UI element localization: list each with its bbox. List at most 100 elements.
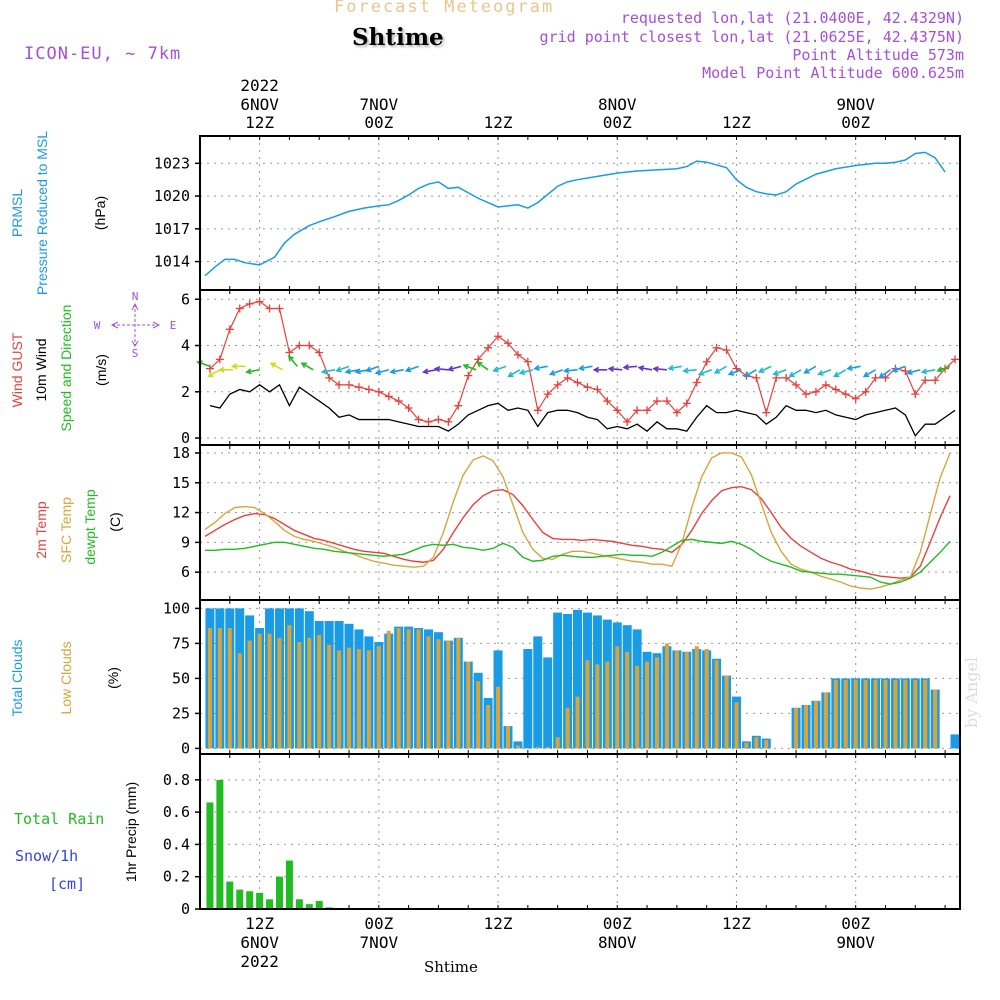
low-clouds-bar	[694, 646, 699, 749]
rain-bar	[246, 891, 254, 909]
wind-direction-arrow	[728, 369, 742, 376]
wind-direction-arrowhead	[788, 371, 795, 378]
wind-direction-arrowhead	[743, 371, 751, 378]
y-tick-label: 6	[181, 290, 190, 308]
wind-direction-arrowhead	[389, 368, 396, 375]
wind-direction-arrowhead	[713, 368, 721, 374]
y-tick-label: 0	[181, 900, 190, 918]
wind-direction-arrow	[683, 369, 697, 372]
wind-direction-arrowhead	[577, 364, 585, 371]
low-clouds-bar	[307, 637, 312, 749]
total-clouds-bar	[563, 614, 573, 749]
low-clouds-bar	[794, 707, 799, 749]
wind-gust-marker	[503, 339, 512, 348]
low-clouds-bar	[714, 660, 719, 749]
wind-direction-arrow	[668, 365, 682, 370]
wind-gust-marker	[802, 390, 811, 399]
low-clouds-bar	[843, 679, 848, 749]
wind-direction-arrowhead	[231, 363, 238, 370]
wind-gust-marker	[374, 387, 383, 396]
total-clouds-bar	[523, 649, 533, 749]
wind-gust-marker	[553, 380, 562, 389]
wind-direction-arrowhead	[269, 362, 277, 368]
low-clouds-bar	[267, 633, 272, 749]
wind-direction-arrowhead	[320, 368, 328, 375]
y-tick-label: 0	[181, 429, 190, 447]
wind-gust-marker	[583, 383, 592, 392]
bottom-axis-date-label: 6NOV	[240, 933, 279, 952]
wind-direction-arrow	[448, 365, 462, 371]
wind-direction-arrow	[847, 365, 861, 370]
y-tick-label: 50	[172, 669, 190, 687]
low-clouds-bar	[883, 679, 888, 749]
wind-direction-arrow	[699, 369, 712, 376]
wind-direction-arrowhead	[354, 368, 362, 375]
wind-gust-marker	[951, 355, 960, 364]
low-clouds-bar	[933, 689, 938, 749]
wind-gust-marker	[762, 408, 771, 417]
low-clouds-bar	[486, 705, 491, 749]
top-axis-hour-label: 12Z	[245, 113, 274, 132]
snow-unit-label: [cm]	[49, 875, 85, 893]
bottom-axis-date-label: 8NOV	[598, 933, 637, 952]
wind-direction-arrowhead	[817, 369, 824, 376]
low-clouds-bar	[207, 628, 212, 749]
wind-direction-arrowhead	[287, 355, 294, 362]
rain-bar	[305, 904, 313, 909]
wind-gust-marker	[335, 380, 344, 389]
wind-gust-marker	[782, 373, 791, 382]
low-clouds-bar	[804, 705, 809, 749]
wind-gust-marker	[662, 397, 671, 406]
y-tick-label: 0.8	[163, 771, 190, 789]
chart-subtitle: Forecast Meteogram	[334, 0, 555, 17]
wind-direction-arrow	[907, 369, 921, 374]
model-label: ICON-EU, ~ 7km	[24, 44, 182, 64]
wind-gust-label: Wind GUST	[9, 332, 25, 407]
top-axis-hour-label: 12Z	[722, 113, 751, 132]
low-clouds-bar	[744, 742, 749, 749]
clouds-unit-label: (%)	[105, 667, 121, 689]
snow-label: Snow/1h	[15, 847, 78, 865]
temp-unit-label: (C)	[107, 512, 123, 531]
wind-gust-marker	[494, 332, 503, 341]
wind-direction-arrow	[270, 362, 283, 371]
bottom-axis-year-label: 2022	[240, 952, 279, 971]
low-clouds-bar	[366, 650, 371, 749]
low-clouds-bar	[237, 653, 242, 749]
footer-station-label: Shtime	[424, 958, 478, 976]
wind-direction-arrow	[879, 369, 891, 378]
low-clouds-bar	[446, 640, 451, 749]
low-clouds-bar	[664, 643, 669, 749]
panel-pressure: 1014 1017 1020 1023	[154, 136, 960, 290]
wind-gust-marker	[345, 380, 354, 389]
wind-gust-marker	[831, 385, 840, 394]
low-clouds-bar	[635, 665, 640, 749]
wind-gust-marker	[811, 387, 820, 396]
wind-direction-arrow	[759, 365, 772, 373]
wind-direction-arrow	[804, 365, 817, 374]
low-clouds-bar	[704, 649, 709, 749]
wind-direction-label: Speed and Direction	[58, 305, 74, 432]
low-clouds-bar	[505, 726, 510, 749]
low-clouds-bar	[893, 679, 898, 749]
low-clouds-bar	[833, 679, 838, 749]
wind-gust-marker	[881, 373, 890, 382]
wind-direction-arrow	[336, 365, 350, 372]
wind-gust-marker	[364, 385, 373, 394]
low-clouds-bar	[734, 702, 739, 749]
low-clouds-bar	[277, 637, 282, 749]
rain-bar	[206, 802, 214, 909]
wind-gust-marker	[921, 376, 930, 385]
bottom-axis-hour-label: 12Z	[245, 914, 274, 933]
wind-gust-marker	[603, 397, 612, 406]
wind-direction-arrowhead	[936, 366, 943, 373]
top-axis-hour-label: 12Z	[484, 113, 513, 132]
low-clouds-bar	[724, 675, 729, 749]
compass-east: E	[170, 319, 177, 332]
low-clouds-bar	[436, 639, 441, 749]
total-clouds-bar	[533, 636, 543, 749]
total-rain-label: Total Rain	[14, 810, 104, 828]
wind-direction-arrow	[609, 367, 623, 371]
compass-legend: N S W E	[94, 290, 177, 360]
y-tick-label: 0	[181, 739, 190, 757]
